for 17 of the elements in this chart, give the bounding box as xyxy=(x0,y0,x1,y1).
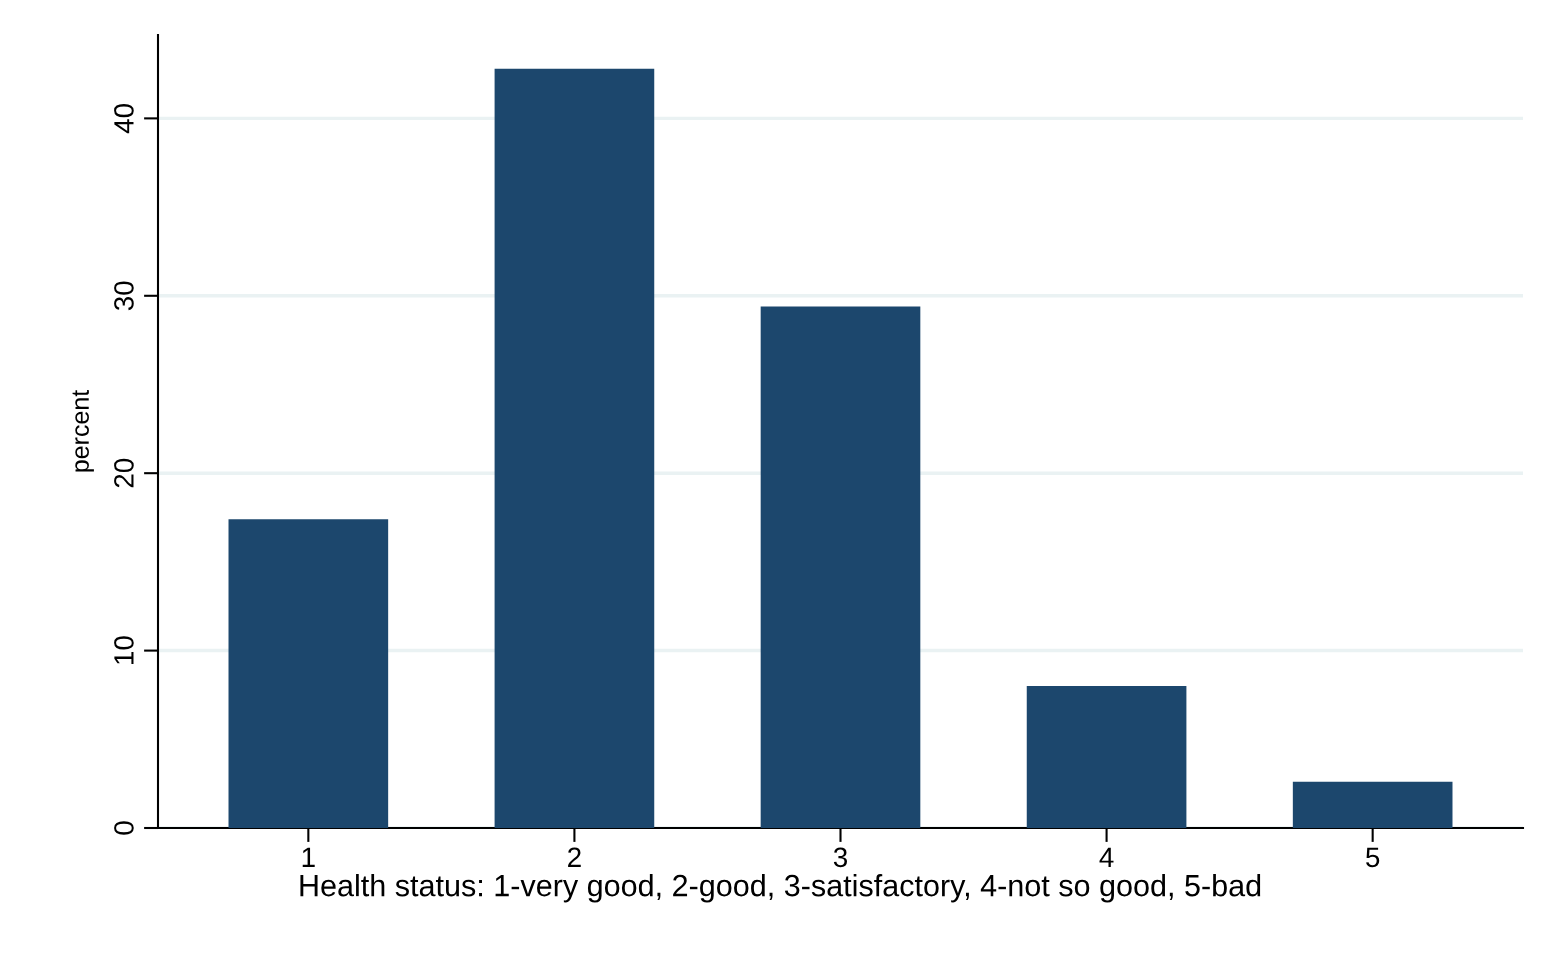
x-tick-label: 4 xyxy=(1099,847,1114,867)
x-axis-title: Health status: 1-very good, 2-good, 3-satisfactory, 4-not so good, 5-bad xyxy=(300,873,1261,903)
y-tick-label: 0 xyxy=(114,821,134,835)
y-tick-label: 10 xyxy=(114,636,134,664)
bar xyxy=(760,306,921,828)
y-tick-label: 20 xyxy=(114,458,134,488)
bar xyxy=(494,68,655,828)
bar xyxy=(1292,781,1453,828)
x-tick-label: 2 xyxy=(568,847,581,867)
y-tick-label: 30 xyxy=(114,281,134,311)
x-tick-label: 1 xyxy=(302,847,315,867)
x-tick-label: 3 xyxy=(833,847,847,868)
y-tick-label: 40 xyxy=(114,104,134,134)
bar xyxy=(228,519,389,828)
bar xyxy=(1026,686,1187,828)
y-axis-title: percent xyxy=(72,389,94,472)
x-tick-label: 5 xyxy=(1366,847,1380,868)
